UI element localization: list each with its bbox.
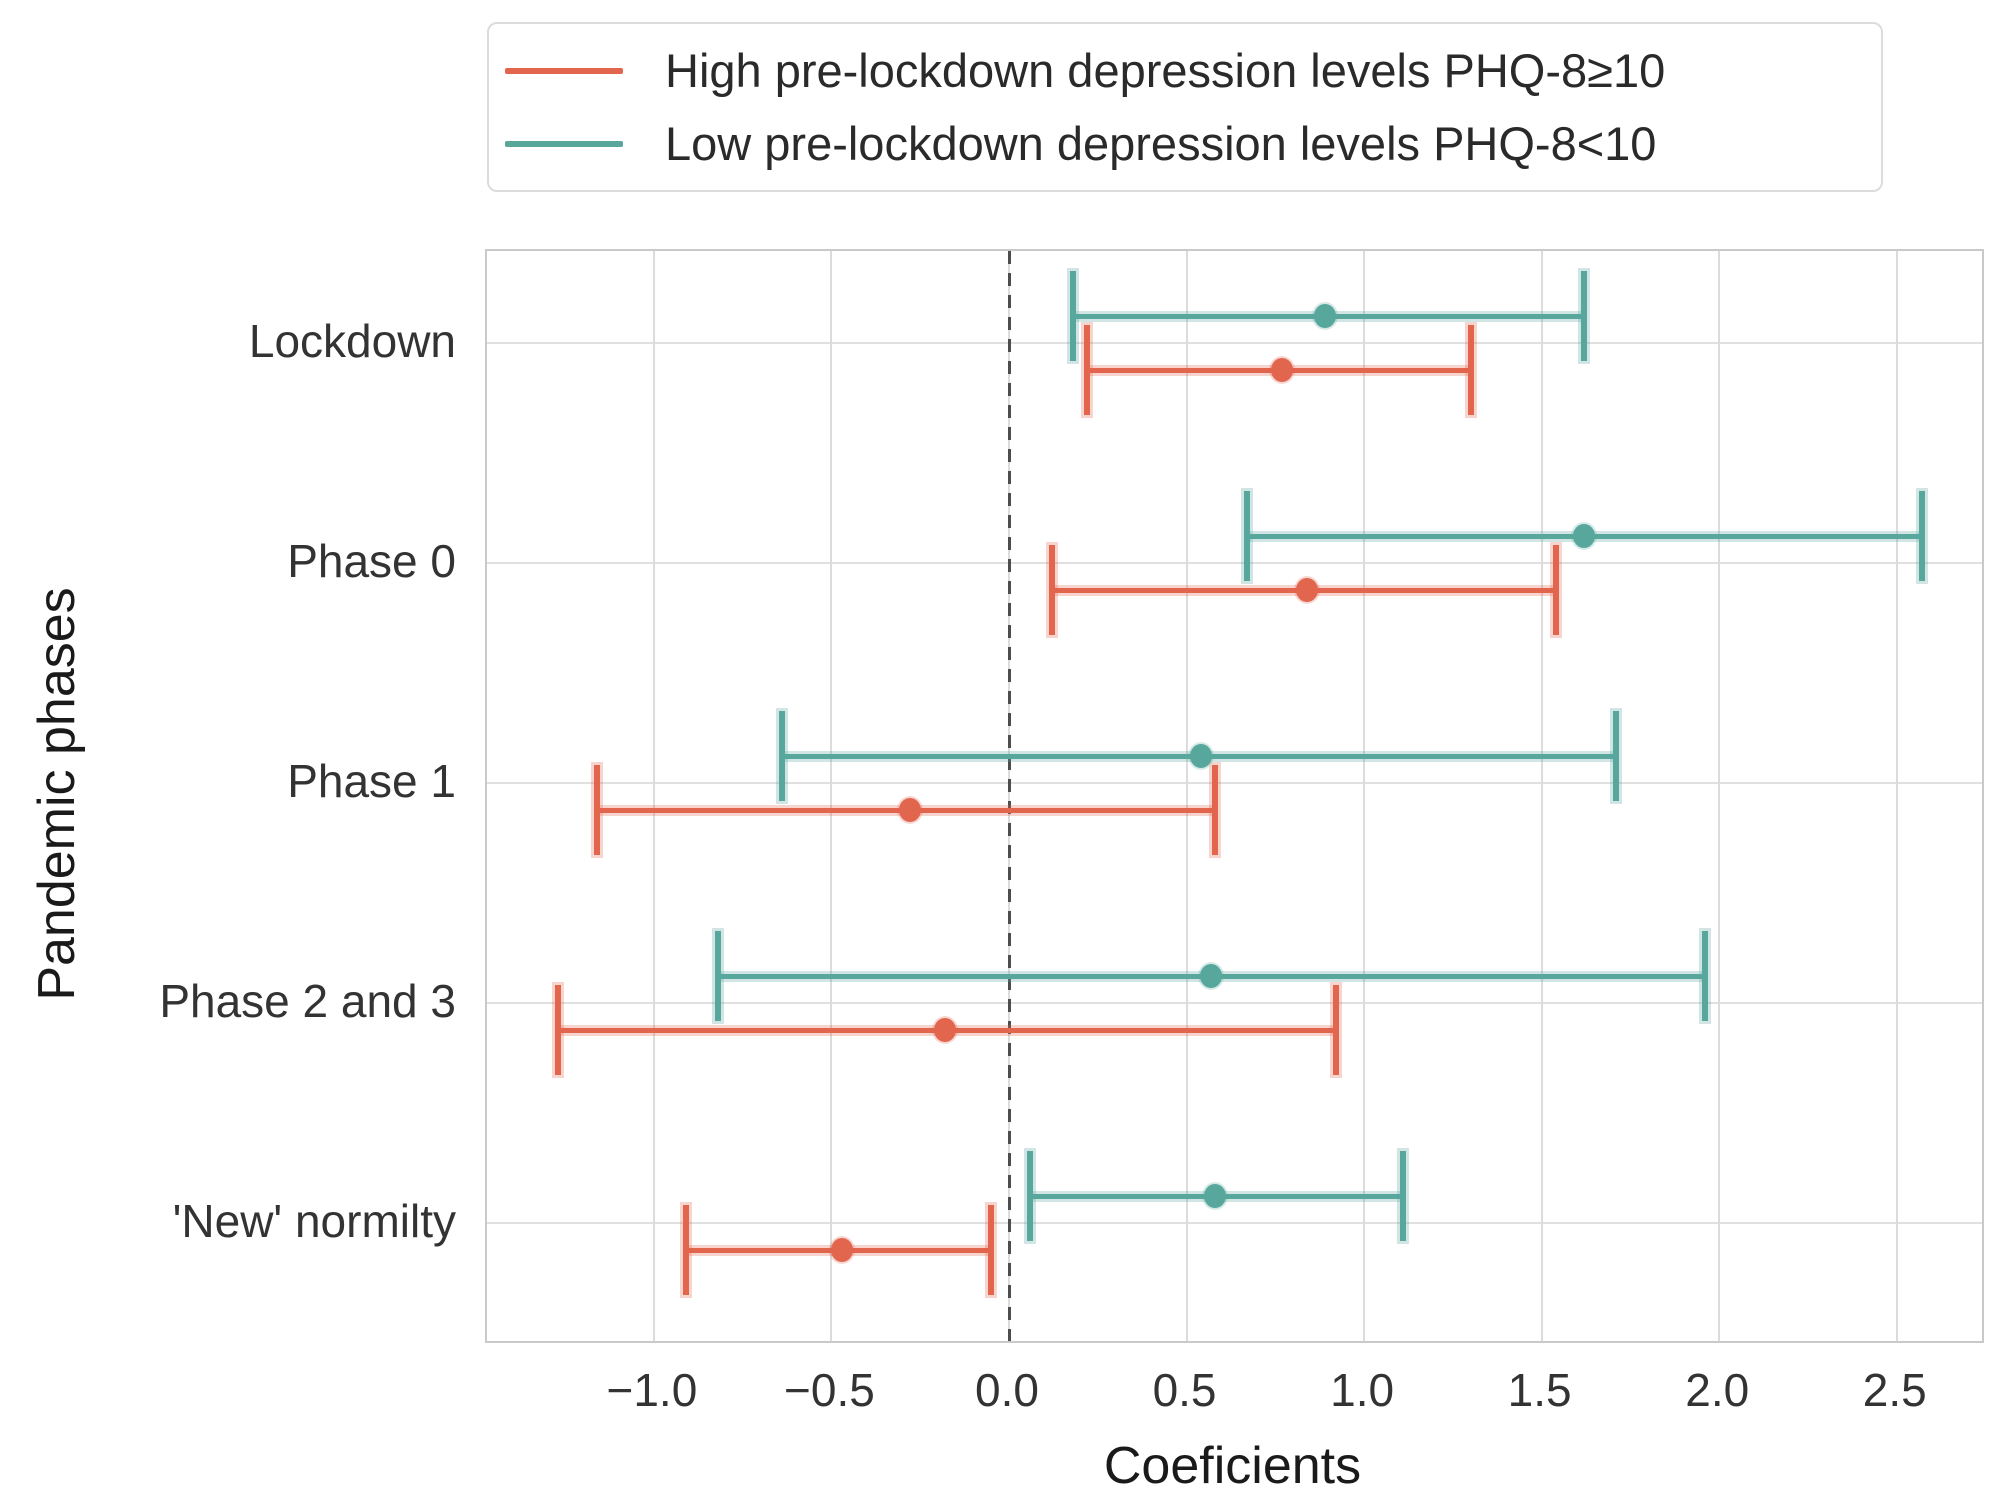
point-estimate-dot (1573, 524, 1596, 548)
x-tick-label: 0.5 (1152, 1364, 1217, 1416)
y-gridline (487, 1002, 1982, 1004)
legend-item-high: High pre-lockdown depression levels PHQ-… (505, 34, 1881, 107)
plot-area (485, 249, 1984, 1343)
x-tick-label: 2.5 (1862, 1364, 1927, 1416)
ci-cap-left (682, 1205, 689, 1295)
y-gridline (487, 782, 1982, 784)
ci-cap-left (1069, 271, 1076, 361)
ci-cap-left (714, 931, 721, 1021)
x-tick-label: 1.5 (1507, 1364, 1572, 1416)
ci-cap-right (1918, 491, 1925, 581)
ci-cap-left (778, 711, 785, 801)
zero-reference-line (1007, 251, 1011, 1341)
ci-cap-right (1467, 325, 1474, 415)
point-estimate-dot (1189, 744, 1212, 768)
x-gridline (1895, 251, 1898, 1341)
point-estimate-dot (1296, 578, 1319, 602)
y-tick-label: Phase 2 and 3 (159, 975, 456, 1027)
ci-cap-right (1211, 765, 1218, 855)
y-tick-label: Lockdown (248, 315, 456, 367)
x-tick-label: 2.0 (1685, 1364, 1750, 1416)
y-tick-label: 'New' normilty (172, 1195, 456, 1247)
y-tick-label: Phase 0 (287, 535, 456, 587)
point-estimate-dot (1203, 1184, 1226, 1208)
x-tick-labels: −1.0 −0.5 0.0 0.5 1.0 1.5 2.0 2.5 (485, 1360, 1980, 1420)
x-tick-label: 0.0 (975, 1364, 1039, 1416)
x-gridline (1185, 251, 1188, 1341)
y-gridline (487, 1222, 1982, 1224)
point-estimate-dot (1271, 358, 1294, 382)
y-gridline (487, 342, 1982, 344)
x-axis-title: Coeficients (1103, 1437, 1362, 1495)
legend-line-sample-high (505, 67, 623, 74)
ci-cap-left (1048, 545, 1055, 635)
x-tick-label: −1.0 (606, 1364, 698, 1416)
ci-cap-left (555, 985, 562, 1075)
x-gridline (1363, 251, 1366, 1341)
y-tick-label: Phase 1 (287, 755, 456, 807)
x-gridline (1718, 251, 1721, 1341)
x-tick-label: 1.0 (1330, 1364, 1395, 1416)
x-gridline (830, 251, 833, 1341)
point-estimate-dot (1200, 964, 1223, 988)
x-tick-label: −0.5 (784, 1364, 875, 1416)
ci-cap-right (1332, 985, 1339, 1075)
x-gridline (652, 251, 655, 1341)
ci-cap-left (1243, 491, 1250, 581)
ci-cap-right (1400, 1151, 1407, 1241)
legend-line-sample-low (505, 140, 623, 147)
ci-cap-left (1027, 1151, 1034, 1241)
x-gridline (1540, 251, 1543, 1341)
legend-label-low: Low pre-lockdown depression levels PHQ-8… (665, 117, 1657, 170)
y-gridline (487, 562, 1982, 564)
point-estimate-dot (1314, 304, 1337, 328)
ci-cap-right (1581, 271, 1588, 361)
ci-cap-right (1613, 711, 1620, 801)
legend: High pre-lockdown depression levels PHQ-… (487, 22, 1883, 192)
legend-label-high: High pre-lockdown depression levels PHQ-… (665, 44, 1666, 97)
ci-cap-right (1702, 931, 1708, 1021)
legend-item-low: Low pre-lockdown depression levels PHQ-8… (505, 107, 1881, 180)
ci-cap-right (1552, 545, 1559, 635)
point-estimate-dot (934, 1018, 957, 1042)
ci-cap-left (594, 765, 601, 855)
point-estimate-dot (898, 798, 921, 822)
point-estimate-dot (831, 1238, 854, 1262)
ci-cap-left (1084, 325, 1091, 415)
ci-cap-right (988, 1205, 995, 1295)
